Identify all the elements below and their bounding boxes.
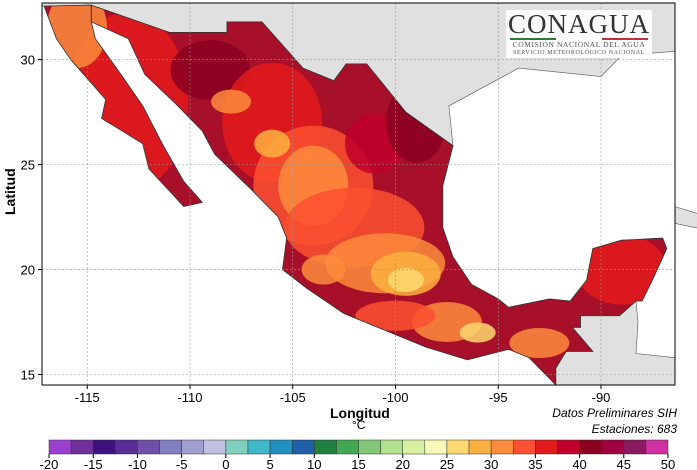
logo-subtitle-2: SERVICIO METEOROLÓGICO NACIONAL [513,50,645,56]
temperature-region [170,40,251,101]
colorbar-bin [115,439,138,455]
colorbar-bin [424,439,448,455]
temperature-region [459,322,496,343]
colorbar-tick-label: -20 [40,457,59,470]
colorbar-tick-label: 30 [484,457,498,470]
colorbar-bin [225,439,249,455]
temperature-region [211,89,252,114]
colorbar-tick-label: 20 [395,457,409,470]
colorbar-tick-label: -5 [176,457,188,470]
cuba-land [674,206,697,229]
colorbar-bin [468,439,492,455]
colorbar-bin [490,439,514,455]
logo-title: CONAGUA [508,9,650,39]
conagua-logo: CONAGUA COMISIÓN NACIONAL DEL AGUA SERVI… [506,10,652,58]
colorbar-bin [70,439,94,455]
x-tick-label: -95 [489,390,508,405]
colorbar-bin [203,439,227,455]
colorbar-bin [336,439,359,455]
colorbar-bin [601,439,625,455]
colorbar-bin [535,439,558,455]
colorbar-bin [358,439,381,455]
temperature-region [509,328,570,359]
y-tick-label: 20 [21,263,35,278]
baja-border [43,4,204,208]
colorbar-unit: °C [352,418,366,432]
colorbar-bin [623,439,647,455]
colorbar-tick-label: 25 [440,457,454,470]
temperature-region [387,268,424,293]
colorbar-bin [645,439,669,455]
y-axis-label: Latitud [2,168,18,215]
colorbar-bin [579,439,602,455]
colorbar-bin [446,439,470,455]
colorbar-bin [314,439,337,455]
colorbar-tick-label: 15 [351,457,365,470]
y-tick-label: 25 [21,158,35,173]
colorbar-tick-label: 35 [528,457,542,470]
stations-note: Estaciones: 683 [591,422,677,436]
x-tick-label: -100 [382,390,408,405]
source-note: Datos Preliminares SIH [552,406,677,420]
colorbar-bin [181,439,204,455]
x-tick-label: -90 [592,390,611,405]
y-tick-label: 15 [21,368,35,383]
colorbar-bin [159,439,182,455]
temperature-region [254,129,291,158]
colorbar-bin [380,439,403,455]
colorbar-bin [247,439,271,455]
map-frame [41,2,676,386]
colorbar-bin [137,439,160,455]
colorbar-bin [269,439,293,455]
colorbar-bin [402,439,426,455]
colorbar-bin [48,439,72,455]
y-tick-label: 30 [21,53,35,68]
colorbar-tick-label: -15 [84,457,103,470]
colorbar-tick-label: 40 [572,457,586,470]
x-tick-label: -110 [177,390,202,405]
colorbar-bin [291,439,315,455]
colorbar-tick-label: -10 [128,457,147,470]
colorbar-tick-label: 45 [617,457,631,470]
x-tick-label: -105 [280,390,306,405]
x-tick-label: -115 [75,390,100,405]
logo-bar [510,38,648,40]
temperature-region [576,234,667,305]
colorbar-tick-label: 0 [222,457,229,470]
colorbar-bin [513,439,536,455]
colorbar-bin [92,439,116,455]
colorbar-bin [557,439,580,455]
logo-subtitle: COMISIÓN NACIONAL DEL AGUA [512,40,646,49]
colorbar-tick-label: 50 [661,457,675,470]
colorbar-tick-label: 10 [307,457,321,470]
colorbar-tick-label: 5 [266,457,273,470]
x-axis-label: Longitud [330,405,390,421]
mexico-border [90,4,668,386]
